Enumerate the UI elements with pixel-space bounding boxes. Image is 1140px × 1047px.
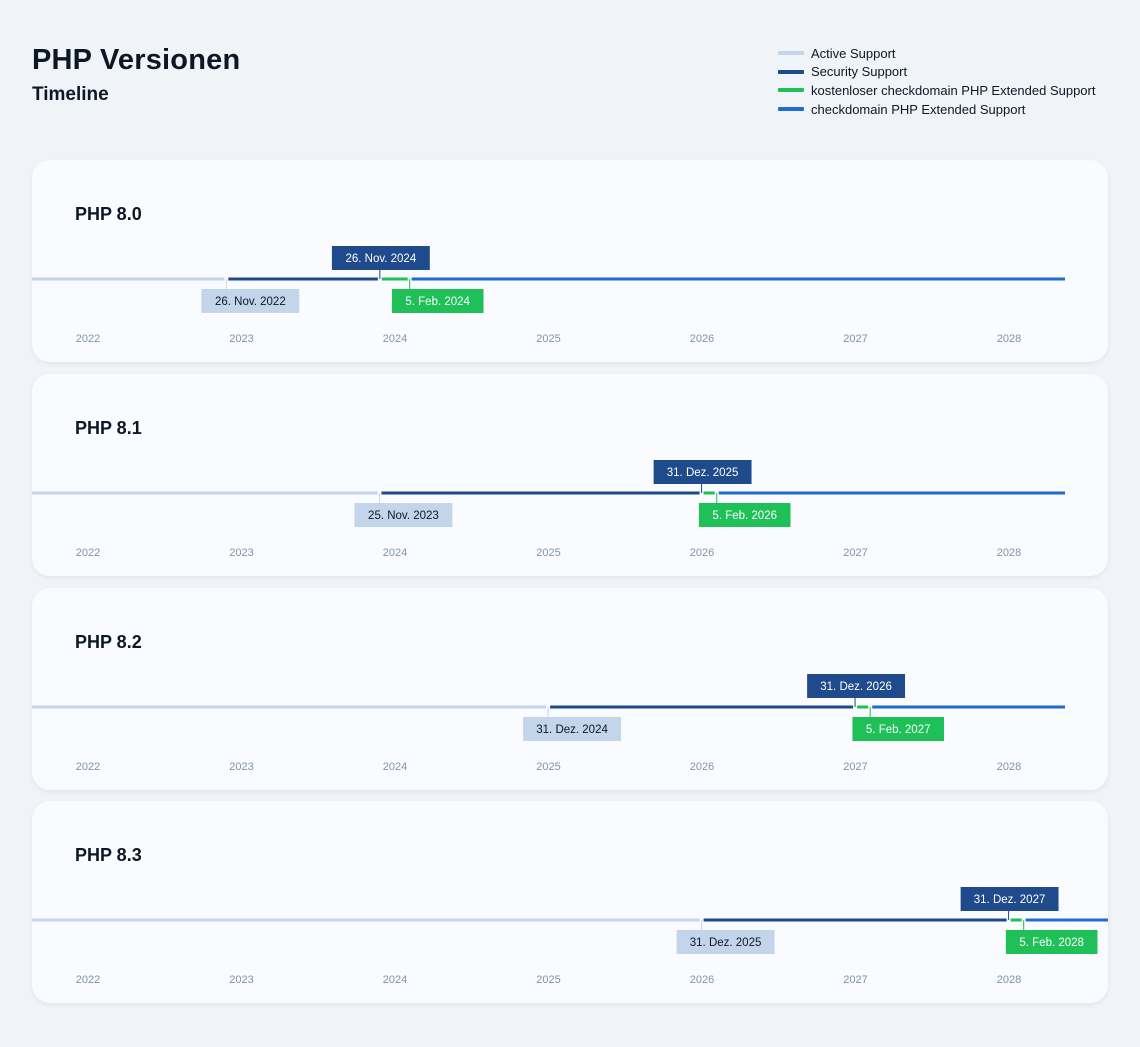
active-end-label-text: 31. Dez. 2025 bbox=[690, 937, 762, 949]
legend-label-free-extended: kostenloser checkdomain PHP Extended Sup… bbox=[811, 82, 1096, 98]
legend-item-extended: checkdomain PHP Extended Support bbox=[778, 100, 1095, 119]
free-extended-end-label-bg bbox=[698, 503, 791, 527]
x-tick-2026: 2026 bbox=[690, 974, 714, 986]
x-tick-2026: 2026 bbox=[690, 547, 714, 559]
active-end-label-bg bbox=[201, 289, 300, 313]
free-extended-end-label-text: 5. Feb. 2026 bbox=[712, 510, 777, 522]
security-end-label: 26. Nov. 2024 bbox=[331, 246, 430, 270]
active-end-label-text: 26. Nov. 2022 bbox=[215, 296, 286, 308]
security-end-label-bg bbox=[807, 674, 906, 698]
version-title: PHP 8.0 bbox=[75, 204, 142, 224]
x-tick-2023: 2023 bbox=[229, 974, 253, 986]
x-tick-2026: 2026 bbox=[690, 333, 714, 345]
legend-item-free-extended: kostenloser checkdomain PHP Extended Sup… bbox=[778, 81, 1095, 100]
x-tick-2025: 2025 bbox=[536, 333, 560, 345]
x-tick-2025: 2025 bbox=[536, 974, 560, 986]
free-extended-end-label-text: 5. Feb. 2027 bbox=[866, 724, 931, 736]
legend-item-active: Active Support bbox=[778, 44, 1095, 63]
version-card-8-3: PHP 8.3 2022 2023 2024 2025 2026 2027 2028 31. … bbox=[32, 801, 1108, 1003]
free-extended-end-label: 5. Feb. 2028 bbox=[1005, 930, 1098, 954]
active-end-label: 25. Nov. 2023 bbox=[354, 503, 453, 527]
active-end-label: 26. Nov. 2022 bbox=[201, 289, 300, 313]
free-extended-end-label-text: 5. Feb. 2028 bbox=[1019, 937, 1084, 949]
version-card-8-2: PHP 8.2 2022 2023 2024 2025 2026 2027 2028 31. … bbox=[32, 588, 1108, 790]
security-end-label-bg bbox=[331, 246, 430, 270]
legend-label-active: Active Support bbox=[811, 45, 896, 61]
free-extended-end-label-bg bbox=[391, 289, 484, 313]
legend-swatch-extended bbox=[778, 107, 804, 112]
x-tick-2024: 2024 bbox=[383, 333, 407, 345]
x-tick-2024: 2024 bbox=[383, 974, 407, 986]
x-tick-2028: 2028 bbox=[997, 974, 1021, 986]
security-end-label: 31. Dez. 2026 bbox=[807, 674, 906, 698]
free-extended-end-label: 5. Feb. 2027 bbox=[852, 717, 945, 741]
active-end-label-bg bbox=[354, 503, 453, 527]
x-tick-2027: 2027 bbox=[843, 547, 867, 559]
security-end-label-text: 31. Dez. 2027 bbox=[974, 894, 1046, 906]
x-tick-2028: 2028 bbox=[997, 547, 1021, 559]
active-end-label: 31. Dez. 2024 bbox=[523, 717, 622, 741]
version-timeline: 2022 2023 2024 2025 2026 2027 2028 26. Nov. 202… bbox=[32, 246, 1065, 345]
x-tick-2024: 2024 bbox=[383, 761, 407, 773]
free-extended-end-label-bg bbox=[1005, 930, 1098, 954]
version-timeline: 2022 2023 2024 2025 2026 2027 2028 31. Dez. 202… bbox=[32, 887, 1108, 986]
legend-swatch-free-extended bbox=[778, 88, 804, 93]
active-end-label-bg bbox=[523, 717, 622, 741]
security-end-label-text: 26. Nov. 2024 bbox=[345, 253, 416, 265]
security-end-label-bg bbox=[960, 887, 1059, 911]
security-end-label: 31. Dez. 2027 bbox=[960, 887, 1059, 911]
free-extended-end-label: 5. Feb. 2024 bbox=[391, 289, 484, 313]
legend-swatch-security bbox=[778, 69, 804, 74]
version-title: PHP 8.2 bbox=[75, 632, 142, 652]
x-tick-2025: 2025 bbox=[536, 761, 560, 773]
x-tick-2026: 2026 bbox=[690, 761, 714, 773]
legend-item-security: Security Support bbox=[778, 63, 1095, 82]
version-timeline: 2022 2023 2024 2025 2026 2027 2028 31. Dez. 202… bbox=[32, 674, 1065, 773]
x-tick-2023: 2023 bbox=[229, 761, 253, 773]
active-end-label-text: 31. Dez. 2024 bbox=[536, 724, 608, 736]
version-timeline: 2022 2023 2024 2025 2026 2027 2028 25. Nov. 202… bbox=[32, 460, 1065, 559]
version-title: PHP 8.1 bbox=[75, 418, 142, 438]
legend-label-security: Security Support bbox=[811, 64, 908, 80]
legend: Active Support Security Support kostenlo… bbox=[778, 44, 1095, 118]
x-tick-2028: 2028 bbox=[997, 761, 1021, 773]
free-extended-end-label-bg bbox=[852, 717, 945, 741]
legend-label-extended: checkdomain PHP Extended Support bbox=[811, 101, 1026, 117]
x-tick-2023: 2023 bbox=[229, 333, 253, 345]
x-tick-2025: 2025 bbox=[536, 547, 560, 559]
x-tick-2022: 2022 bbox=[76, 974, 100, 986]
x-tick-2022: 2022 bbox=[76, 547, 100, 559]
active-end-label-bg bbox=[676, 930, 775, 954]
x-tick-2027: 2027 bbox=[843, 974, 867, 986]
security-end-label: 31. Dez. 2025 bbox=[653, 460, 752, 484]
active-end-label: 31. Dez. 2025 bbox=[676, 930, 775, 954]
security-end-label-text: 31. Dez. 2026 bbox=[820, 681, 892, 693]
legend-swatch-active bbox=[778, 51, 804, 56]
active-end-label-text: 25. Nov. 2023 bbox=[368, 510, 439, 522]
x-tick-2022: 2022 bbox=[76, 333, 100, 345]
page-title: PHP Versionen bbox=[32, 44, 241, 76]
free-extended-end-label: 5. Feb. 2026 bbox=[698, 503, 791, 527]
x-tick-2027: 2027 bbox=[843, 333, 867, 345]
x-tick-2023: 2023 bbox=[229, 547, 253, 559]
page-subtitle: Timeline bbox=[32, 84, 109, 105]
x-tick-2028: 2028 bbox=[997, 333, 1021, 345]
x-tick-2024: 2024 bbox=[383, 547, 407, 559]
version-title: PHP 8.3 bbox=[75, 845, 142, 865]
security-end-label-bg bbox=[653, 460, 752, 484]
x-tick-2022: 2022 bbox=[76, 761, 100, 773]
version-card-8-1: PHP 8.1 2022 2023 2024 2025 2026 2027 2028 25. … bbox=[32, 374, 1108, 576]
x-tick-2027: 2027 bbox=[843, 761, 867, 773]
free-extended-end-label-text: 5. Feb. 2024 bbox=[405, 296, 470, 308]
security-end-label-text: 31. Dez. 2025 bbox=[667, 467, 739, 479]
version-card-8-0: PHP 8.0 2022 2023 2024 2025 2026 2027 2028 26. … bbox=[32, 160, 1108, 362]
